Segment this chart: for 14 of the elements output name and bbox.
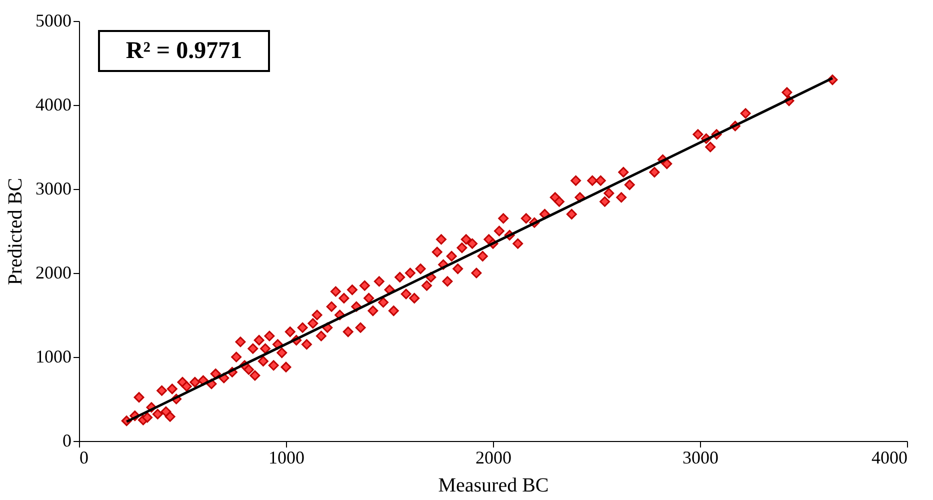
y-axis-title: Predicted BC xyxy=(4,178,26,286)
y-tick-label: 5000 xyxy=(36,10,72,30)
x-tick-label: 2000 xyxy=(476,448,512,468)
x-tick-label: 3000 xyxy=(682,448,718,468)
y-tick-label: 1000 xyxy=(36,346,72,366)
y-tick-label: 4000 xyxy=(36,94,72,114)
y-tick-label: 2000 xyxy=(36,262,72,282)
x-axis-title: Measured BC xyxy=(438,474,549,496)
annotation: R² = 0.9771 xyxy=(126,38,242,64)
x-tick-label: 1000 xyxy=(268,448,304,468)
y-tick-label: 0 xyxy=(62,430,72,450)
y-tick-label: 3000 xyxy=(36,178,72,198)
x-tick-label: 4000 xyxy=(872,448,908,468)
x-tick-label: 0 xyxy=(80,448,88,468)
